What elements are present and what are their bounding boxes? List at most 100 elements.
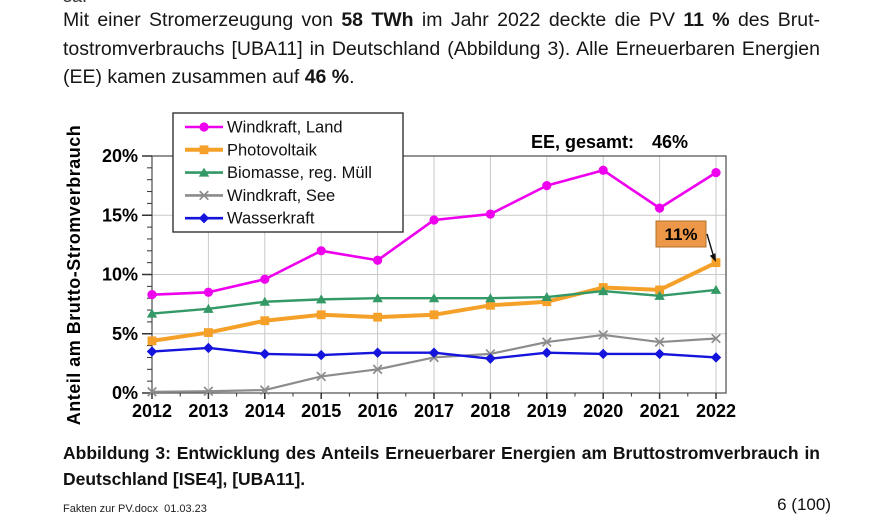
- data-point-biomasse-reg-m-ll: [372, 293, 383, 303]
- legend-label: Biomasse, reg. Müll: [227, 164, 372, 182]
- x-tick-label: 2018: [470, 401, 510, 421]
- y-tick-label: 15%: [102, 205, 138, 225]
- data-point-windkraft-see: [541, 337, 552, 347]
- data-point-wasserkraft: [598, 348, 609, 360]
- data-point-wasserkraft: [485, 353, 496, 364]
- data-point-windkraft-see: [203, 386, 214, 397]
- y-tick-label: 0%: [112, 383, 138, 403]
- data-point-wasserkraft: [541, 347, 552, 358]
- data-point-windkraft-land: [373, 255, 383, 265]
- data-point-photovoltaik: [260, 316, 270, 326]
- data-point-biomasse-reg-m-ll: [541, 292, 552, 302]
- paragraph-line: (EE) kamen zusammen auf 46 %.: [63, 66, 355, 88]
- data-point-biomasse-reg-m-ll: [259, 296, 270, 306]
- legend-row: Wasserkraft: [185, 210, 315, 228]
- data-point-biomasse-reg-m-ll: [203, 303, 214, 313]
- body-paragraph: Mit einer Stromerzeugung von 58 TWh im J…: [63, 6, 820, 92]
- data-point-biomasse-reg-m-ll: [710, 284, 722, 294]
- page-number: 6 (100): [777, 495, 831, 514]
- pv-callout-arrowhead: [709, 253, 716, 262]
- data-point-photovoltaik: [204, 328, 213, 337]
- data-point-wasserkraft: [203, 342, 214, 354]
- data-point-photovoltaik: [711, 258, 721, 268]
- footer-filename: Fakten zur PV.docx 01.03.23: [63, 503, 207, 515]
- x-tick-label: 2015: [301, 401, 341, 421]
- data-point-biomasse-reg-m-ll: [598, 286, 609, 296]
- data-point-biomasse-reg-m-ll: [485, 293, 496, 303]
- data-point-windkraft-see: [372, 364, 383, 375]
- caption-line: Deutschland [ISE4], [UBA11].: [63, 469, 306, 489]
- data-point-wasserkraft: [428, 347, 440, 358]
- data-point-wasserkraft: [259, 348, 270, 360]
- data-point-photovoltaik: [429, 310, 439, 320]
- y-tick-label: 20%: [102, 146, 138, 166]
- series-biomasse-reg-m-ll: [146, 284, 722, 318]
- pv-callout-box: [655, 220, 707, 248]
- legend-label: Wasserkraft: [227, 210, 315, 228]
- data-point-photovoltaik: [373, 312, 382, 322]
- legend-marker: [198, 167, 210, 177]
- x-tick-label: 2017: [414, 401, 454, 421]
- legend-row: Windkraft, See: [185, 187, 335, 205]
- pv-callout-line: [706, 233, 715, 257]
- figure-caption: Abbildung 3: Entwicklung des Anteils Ern…: [63, 440, 820, 492]
- ee-gesamt-label: EE, gesamt:: [531, 132, 634, 152]
- legend-marker: [199, 145, 209, 155]
- data-point-windkraft-land: [260, 274, 270, 284]
- data-point-wasserkraft: [654, 348, 665, 360]
- series-wasserkraft: [146, 342, 722, 364]
- legend-row: Photovoltaik: [185, 141, 318, 159]
- legend-marker: [198, 213, 210, 224]
- ee-gesamt-value: 46%: [652, 132, 688, 152]
- x-tick-label: 2020: [583, 401, 623, 421]
- legend-row: Windkraft, Land: [185, 119, 343, 137]
- x-tick-label: 2021: [640, 401, 680, 421]
- data-point-windkraft-land: [542, 181, 552, 191]
- data-point-windkraft-land: [711, 167, 721, 178]
- legend-label: Photovoltaik: [227, 141, 318, 159]
- data-point-windkraft-see: [259, 385, 270, 395]
- data-point-windkraft-land: [203, 287, 213, 297]
- legend-marker: [199, 190, 209, 201]
- data-point-windkraft-land: [598, 165, 608, 175]
- data-point-windkraft-land: [485, 209, 495, 219]
- x-tick-label: 2013: [188, 401, 228, 421]
- data-point-photovoltaik: [486, 300, 495, 310]
- legend-label: Windkraft, Land: [227, 119, 343, 137]
- y-axis-title: Anteil am Brutto-Stromverbrauch: [64, 125, 84, 426]
- legend-label: Windkraft, See: [227, 187, 335, 205]
- data-point-biomasse-reg-m-ll: [316, 294, 327, 304]
- data-point-wasserkraft: [372, 347, 383, 358]
- data-point-windkraft-see: [654, 337, 665, 347]
- data-point-biomasse-reg-m-ll: [428, 293, 440, 303]
- data-point-photovoltaik: [316, 310, 326, 320]
- y-tick-label: 5%: [112, 324, 138, 344]
- paragraph-line: tostromverbrauchs [UBA11] in Deutschland…: [63, 37, 820, 60]
- data-point-windkraft-see: [598, 330, 609, 340]
- data-point-windkraft-land: [655, 203, 665, 213]
- x-tick-label: 2012: [132, 401, 172, 421]
- data-point-photovoltaik: [147, 336, 157, 346]
- data-point-windkraft-see: [711, 333, 721, 344]
- series-windkraft-land: [147, 165, 721, 300]
- data-point-windkraft-land: [316, 246, 326, 256]
- clipped-paragraph-fragment: sa.: [63, 0, 87, 6]
- data-point-wasserkraft: [710, 352, 722, 363]
- x-tick-label: 2019: [527, 401, 567, 421]
- data-point-windkraft-see: [147, 386, 157, 397]
- x-tick-label: 2016: [358, 401, 398, 421]
- legend-row: Biomasse, reg. Müll: [185, 164, 372, 182]
- data-point-photovoltaik: [542, 297, 552, 307]
- data-point-photovoltaik: [655, 285, 664, 295]
- data-point-windkraft-see: [316, 371, 327, 382]
- x-tick-label: 2022: [696, 401, 736, 421]
- pv-callout-text: 11%: [664, 225, 697, 244]
- data-point-wasserkraft: [146, 346, 158, 357]
- caption-line: Abbildung 3: Entwicklung des Anteils Ern…: [63, 443, 820, 463]
- paragraph-line: Mit einer Stromerzeugung von 58 TWh im J…: [63, 9, 820, 31]
- series-photovoltaik: [147, 258, 721, 346]
- data-point-windkraft-land: [147, 290, 157, 300]
- data-point-biomasse-reg-m-ll: [654, 290, 665, 300]
